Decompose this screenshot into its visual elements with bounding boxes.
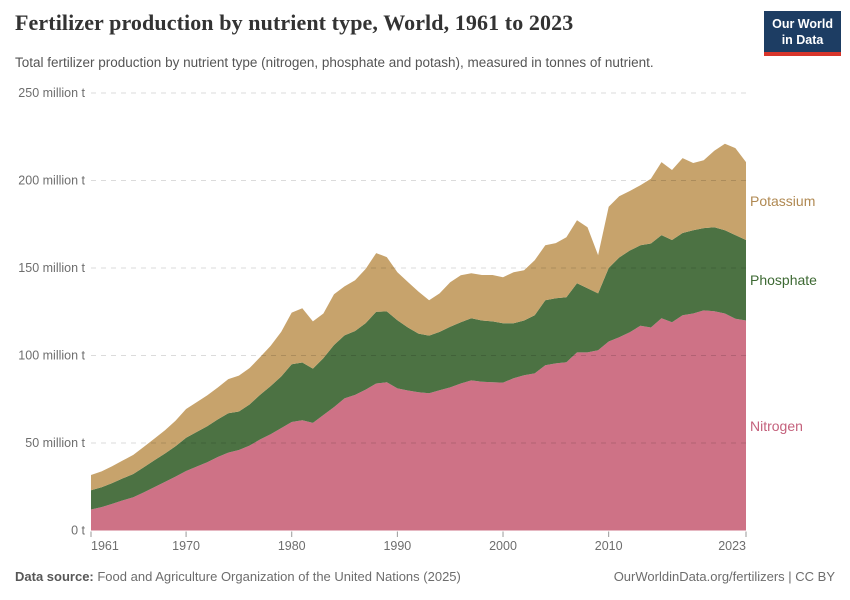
data-source-label: Data source:: [15, 569, 94, 584]
owid-logo-line2: in Data: [781, 33, 824, 47]
y-axis-label-200: 200 million t: [18, 174, 85, 188]
nitrogen-area[interactable]: [91, 310, 746, 531]
potassium-area[interactable]: [91, 143, 746, 491]
x-axis-label-1961: 1961: [91, 539, 119, 553]
x-axis-label-1980: 1980: [278, 539, 306, 553]
credit-link[interactable]: OurWorldinData.org/fertilizers | CC BY: [613, 569, 835, 584]
legend-item-nitrogen[interactable]: Nitrogen: [750, 417, 803, 434]
x-axis-label-2023: 2023: [718, 539, 746, 553]
owid-logo[interactable]: Our World in Data: [764, 11, 841, 56]
x-axis-label-2000: 2000: [489, 539, 517, 553]
x-axis-label-2010: 2010: [595, 539, 623, 553]
y-axis-label-100: 100 million t: [18, 349, 85, 363]
y-axis-label-150: 150 million t: [18, 261, 85, 275]
x-axis-label-1990: 1990: [383, 539, 411, 553]
legend-item-phosphate[interactable]: Phosphate: [750, 272, 817, 289]
y-axis-label-50: 50 million t: [25, 436, 85, 450]
owid-logo-line1: Our World: [772, 17, 833, 31]
chart-title: Fertilizer production by nutrient type, …: [15, 10, 574, 35]
chart-subtitle: Total fertilizer production by nutrient …: [15, 55, 654, 70]
x-axis-label-1970: 1970: [172, 539, 200, 553]
y-axis-label-0: 0 t: [71, 524, 85, 538]
footer: Data source: Food and Agriculture Organi…: [15, 569, 835, 584]
y-axis-label-250: 250 million t: [18, 86, 85, 100]
data-source: Data source: Food and Agriculture Organi…: [15, 569, 461, 584]
data-source-text: Food and Agriculture Organization of the…: [93, 569, 461, 584]
legend-item-potassium[interactable]: Potassium: [750, 193, 816, 210]
phosphate-area[interactable]: [91, 227, 746, 510]
